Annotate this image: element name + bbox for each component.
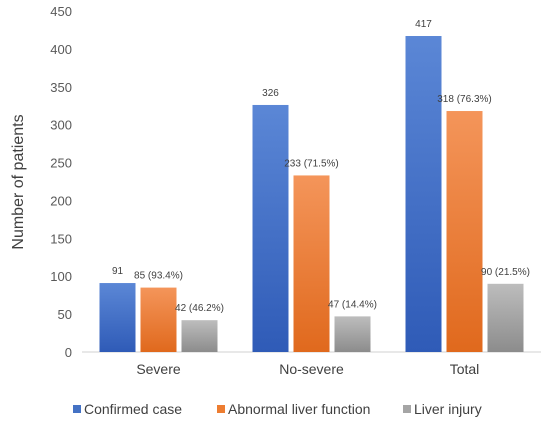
data-label: 233 (71.5%) (284, 158, 338, 169)
bars (99, 36, 524, 353)
y-tick-label: 0 (65, 345, 72, 360)
y-tick-label: 200 (50, 193, 72, 208)
bar (181, 320, 218, 352)
legend-swatch (217, 405, 225, 413)
x-axis-categories: Severe No-severe Total (136, 361, 479, 377)
legend-swatch (403, 405, 411, 413)
y-tick-label: 300 (50, 118, 72, 133)
x-category-label: Total (450, 361, 480, 377)
data-label: 318 (76.3%) (437, 94, 491, 105)
y-axis-label: Number of patients (10, 114, 27, 249)
y-axis-ticks: 0 50 100 150 200 250 300 350 400 450 (50, 4, 72, 360)
legend-label: Abnormal liver function (228, 401, 370, 417)
data-label: 90 (21.5%) (481, 267, 530, 278)
data-label: 417 (415, 19, 432, 30)
bar (334, 316, 371, 352)
bar (252, 104, 289, 352)
legend: Confirmed case Abnormal liver function Liv… (73, 401, 482, 417)
data-label: 47 (14.4%) (328, 299, 377, 310)
y-tick-label: 450 (50, 4, 72, 19)
y-tick-label: 100 (50, 269, 72, 284)
legend-label: Confirmed case (84, 401, 182, 417)
data-label: 326 (262, 88, 279, 99)
bar (140, 287, 177, 352)
legend-swatch (73, 405, 81, 413)
bar (446, 111, 483, 352)
data-label: 85 (93.4%) (134, 271, 183, 282)
legend-label: Liver injury (414, 401, 482, 417)
data-labels: 91 85 (93.4%) 42 (46.2%) 326 233 (71.5%) 47 (… (112, 19, 530, 314)
data-label: 42 (46.2%) (175, 303, 224, 314)
y-tick-label: 150 (50, 231, 72, 246)
y-tick-label: 50 (58, 307, 72, 322)
bar (487, 283, 524, 352)
y-tick-label: 350 (50, 80, 72, 95)
data-label: 91 (112, 266, 124, 277)
x-category-label: No-severe (279, 361, 344, 377)
x-category-label: Severe (136, 361, 181, 377)
bar (405, 36, 442, 353)
bar (99, 283, 136, 352)
y-tick-label: 250 (50, 156, 72, 171)
y-tick-label: 400 (50, 42, 72, 57)
bar (293, 175, 330, 352)
